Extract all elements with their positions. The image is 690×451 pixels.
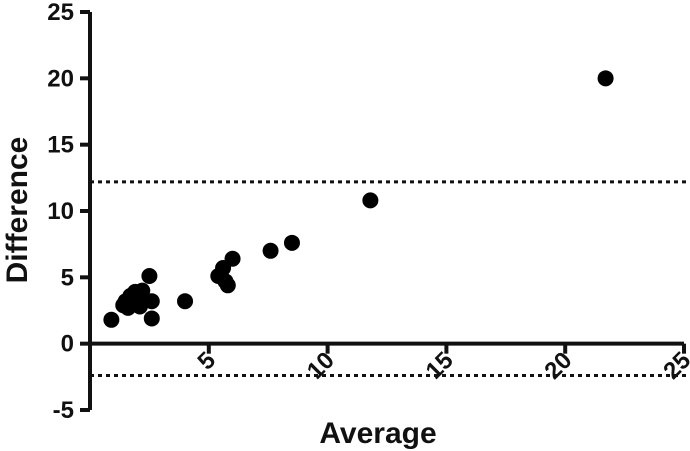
data-point — [134, 282, 151, 299]
y-axis-ticks: -5 0 5 10 15 20 25 — [47, 0, 90, 424]
y-tick-label: 25 — [47, 0, 74, 26]
data-point — [141, 268, 158, 285]
data-point — [362, 192, 379, 209]
y-tick-label: 5 — [61, 264, 74, 291]
y-tick-label: -5 — [53, 397, 74, 424]
y-axis-title: Difference — [1, 137, 34, 284]
x-axis-ticks: 5 10 15 20 25 — [193, 343, 690, 385]
x-axis-title: Average — [319, 417, 436, 450]
x-tick-label: 20 — [539, 347, 577, 385]
data-point — [177, 293, 194, 310]
data-points — [103, 70, 614, 328]
data-point — [224, 250, 241, 267]
x-tick-label: 15 — [421, 347, 459, 385]
x-tick-label: 10 — [302, 347, 340, 385]
data-point — [597, 70, 614, 87]
data-point — [219, 277, 236, 294]
y-tick-label: 15 — [47, 132, 74, 159]
reference-lines — [90, 180, 690, 378]
axes — [88, 12, 684, 410]
y-tick-label: 0 — [61, 331, 74, 358]
x-tick-label: 5 — [193, 347, 222, 376]
data-point — [283, 234, 300, 251]
data-point — [103, 311, 120, 328]
data-point — [262, 242, 279, 259]
y-tick-label: 10 — [47, 198, 74, 225]
y-tick-label: 20 — [47, 65, 74, 92]
data-point — [143, 310, 160, 327]
data-point — [143, 293, 160, 310]
